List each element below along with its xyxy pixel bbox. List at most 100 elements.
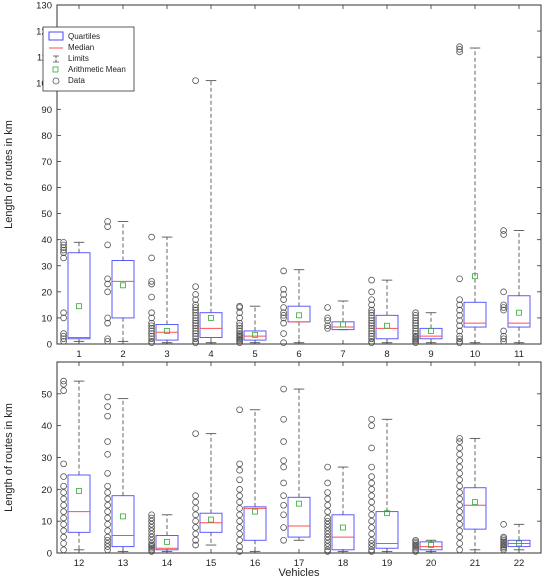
data-point: [148, 536, 155, 544]
legend-mean-label: Arithmetic Mean: [68, 65, 126, 74]
data-point: [104, 546, 111, 554]
data-point: [192, 322, 199, 330]
data-point: [368, 463, 375, 471]
data-point: [104, 501, 111, 509]
x-tick-label: 19: [382, 558, 393, 569]
y-tick-label: 40: [41, 235, 52, 246]
data-point: [324, 304, 331, 311]
mean-marker: [472, 499, 478, 505]
data-point: [104, 223, 111, 230]
data-point: [148, 338, 155, 345]
data-point: [192, 536, 199, 544]
data-point: [412, 546, 419, 554]
legend-data-symbol: [52, 77, 60, 85]
y-tick-label: 0: [47, 340, 52, 351]
data-point: [368, 473, 375, 480]
data-point: [456, 332, 463, 340]
bottom-y-axis-label: Length of routes in km: [3, 403, 15, 512]
data-point: [148, 335, 155, 343]
x-tick-label: 12: [74, 558, 85, 569]
y-tick-label: 40: [41, 421, 52, 432]
data-point: [60, 338, 67, 345]
box-vehicle-21: [456, 435, 487, 554]
quartile-box: [67, 252, 91, 340]
data-point: [456, 540, 463, 547]
x-tick-label: 16: [250, 558, 261, 569]
data-point: [148, 543, 155, 550]
quartile-box: [111, 495, 135, 548]
y-tick-label: 60: [41, 183, 52, 194]
data-point: [368, 543, 375, 550]
data-point: [368, 540, 375, 547]
bottom-boxes: [60, 377, 531, 555]
x-tick-label: 17: [294, 558, 305, 569]
data-point: [456, 296, 463, 303]
data-point: [60, 335, 67, 343]
data-point: [412, 332, 419, 340]
data-point: [368, 319, 375, 327]
data-point: [324, 533, 331, 541]
data-point: [236, 322, 243, 330]
data-point: [192, 492, 199, 500]
data-point: [368, 415, 375, 423]
data-point: [104, 536, 111, 544]
data-point: [60, 377, 67, 385]
mean-marker: [164, 538, 170, 545]
data-point: [192, 505, 199, 512]
data-point: [236, 460, 243, 468]
data-point: [236, 319, 243, 327]
data-point: [500, 543, 507, 550]
data-point: [500, 231, 507, 238]
quartile-box: [243, 506, 267, 541]
data-point: [368, 498, 375, 506]
mean-marker: [76, 303, 82, 310]
data-point: [148, 314, 155, 322]
data-point: [500, 535, 507, 542]
data-point: [280, 312, 287, 319]
x-tick-label: 1: [76, 349, 81, 360]
data-point: [500, 541, 507, 549]
x-tick-label: 6: [296, 349, 301, 360]
box-vehicle-15: [192, 430, 223, 549]
box-vehicle-18: [324, 463, 355, 555]
data-point: [280, 457, 287, 464]
data-point: [236, 492, 243, 500]
data-point: [104, 543, 111, 550]
data-point: [500, 540, 507, 547]
data-point: [104, 451, 111, 458]
data-point: [368, 306, 375, 314]
data-point: [104, 508, 111, 515]
legend: Quartiles Median Limits Arithmetic Mean …: [42, 26, 135, 92]
data-point: [280, 304, 287, 311]
data-point: [148, 521, 155, 528]
data-point: [280, 501, 287, 509]
data-point: [324, 521, 331, 528]
data-point: [368, 309, 375, 317]
data-point: [456, 312, 463, 319]
data-point: [368, 422, 375, 429]
data-point: [60, 540, 67, 547]
data-point: [456, 508, 463, 515]
data-point: [236, 302, 243, 310]
data-point: [324, 524, 331, 531]
mean-marker: [120, 513, 126, 520]
y-tick-label: 70: [41, 157, 52, 168]
quartile-box: [507, 295, 531, 328]
data-point: [104, 533, 111, 541]
data-point: [104, 521, 111, 528]
data-point: [456, 275, 463, 283]
data-point: [236, 325, 243, 332]
data-point: [148, 254, 155, 262]
top-panel: Length of routes in km 0 10 20 30 40 50 60 70 80…: [3, 1, 542, 360]
data-point: [236, 524, 243, 531]
data-point: [60, 533, 67, 541]
box-vehicle-20: [412, 536, 443, 555]
data-point: [192, 338, 199, 345]
data-point: [280, 492, 287, 500]
data-point: [368, 492, 375, 500]
data-point: [456, 301, 463, 309]
data-point: [500, 301, 507, 309]
data-point: [500, 304, 507, 311]
data-point: [456, 306, 463, 314]
